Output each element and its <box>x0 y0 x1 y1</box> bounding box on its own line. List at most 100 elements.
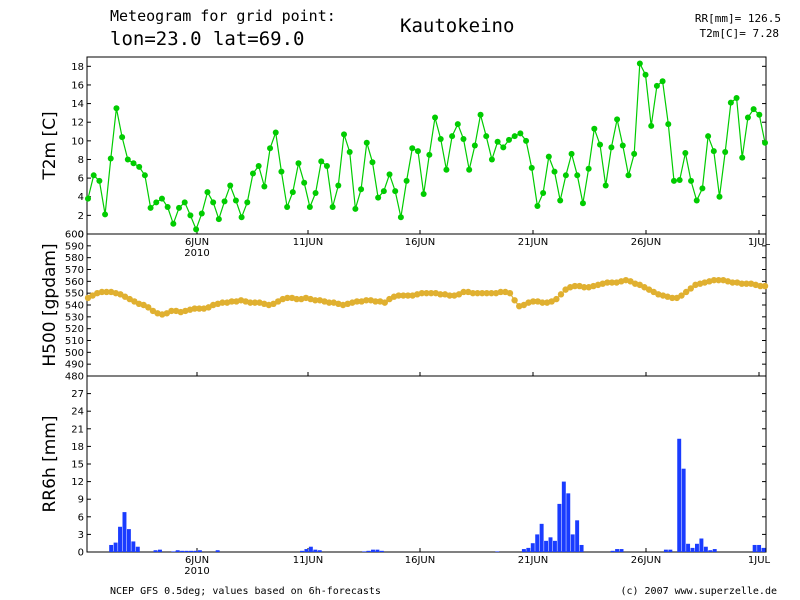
t2m-data-point <box>403 177 410 184</box>
h500-ytick-label: 510 <box>65 336 84 347</box>
h500-data-point <box>247 299 254 306</box>
t2m-data-point <box>477 111 484 118</box>
t2m-data-point <box>90 172 97 179</box>
rr6h-ylabel: RR6h [mm] <box>40 415 60 512</box>
t2m-data-point <box>312 190 319 197</box>
t2m-data-point <box>363 139 370 146</box>
t2m-data-point <box>648 122 655 129</box>
h500-data-point <box>363 297 370 304</box>
rr6h-bar <box>535 534 540 552</box>
t2m-ytick-label: 2 <box>78 211 84 222</box>
rr6h-bar <box>526 547 531 552</box>
t2m-data-point <box>733 94 740 101</box>
t2m-data-point <box>335 182 342 189</box>
h500-data-point <box>381 299 388 306</box>
t2m-data-point <box>483 133 490 140</box>
t2m-data-point <box>722 149 729 156</box>
rr6h-bar <box>690 547 695 552</box>
t2m-data-point <box>511 133 518 140</box>
t2m-data-point <box>96 177 103 184</box>
rr6h-bar <box>362 551 367 552</box>
t2m-data-point <box>164 203 171 210</box>
t2m-ytick-label: 18 <box>71 62 84 73</box>
rr6h-ytick-label: 27 <box>71 389 84 400</box>
h500-data-point <box>474 289 481 297</box>
h500-data-point <box>353 298 361 305</box>
t2m-data-point <box>227 182 234 189</box>
rr6h-bar <box>703 546 708 552</box>
t2m-data-point <box>517 130 524 137</box>
h500-data-point <box>446 292 453 299</box>
t2m-data-point <box>557 197 564 204</box>
t2m-data-point <box>329 203 336 210</box>
rr6h-bar <box>761 547 766 552</box>
rr6h-bar <box>712 549 717 552</box>
h500-data-point <box>669 294 676 302</box>
t2m-data-point <box>523 137 530 144</box>
t2m-data-point <box>705 133 712 140</box>
t2m-data-point <box>454 121 461 128</box>
rr6h-bar <box>193 550 198 552</box>
t2m-data-point <box>130 160 137 167</box>
rr6h-bar <box>681 468 686 552</box>
h500-data-point <box>687 285 695 292</box>
h500-data-point <box>418 289 426 297</box>
h500-data-point <box>506 289 514 297</box>
rr6h-bar <box>663 549 668 552</box>
rr6h-bar <box>694 543 699 552</box>
rr6h-ytick-label: 21 <box>71 424 84 435</box>
h500-data-point <box>145 304 152 311</box>
t2m-data-point <box>756 111 763 118</box>
t2m-data-point <box>306 203 313 210</box>
rr6h-bar <box>184 550 189 552</box>
t2m-data-point <box>85 195 91 202</box>
h500-data-point <box>571 282 579 290</box>
t2m-data-point <box>426 151 433 158</box>
rr6h-bar <box>557 503 562 552</box>
t2m-data-point <box>642 71 649 78</box>
t2m-data-point <box>392 188 399 195</box>
rr6h-bar <box>579 544 584 552</box>
h500-data-point <box>738 280 746 287</box>
h500-data-point <box>437 291 444 298</box>
t2m-ytick-label: 0 <box>78 230 84 241</box>
t2m-data-point <box>670 177 677 184</box>
rr6h-ytick-label: 24 <box>71 407 84 418</box>
rr6h-bar <box>304 549 309 552</box>
h500-ylabel: H500 [gpdam] <box>40 243 60 366</box>
rr6h-bar <box>552 540 557 552</box>
t2m-data-point <box>574 172 581 179</box>
t2m-data-point <box>198 210 205 217</box>
t2m-data-point <box>562 172 569 179</box>
t2m-data-point <box>494 138 501 145</box>
t2m-data-point <box>608 144 615 151</box>
rr6h-bar <box>757 544 762 552</box>
t2m-data-point <box>255 162 262 169</box>
h500-data-point <box>228 298 235 305</box>
t2m-data-point <box>102 211 109 218</box>
t2m-data-point <box>528 164 535 171</box>
t2m-xtick-label: 11JUN <box>293 237 323 248</box>
rr6h-bar <box>548 537 553 552</box>
t2m-data-point <box>488 156 495 163</box>
h500-data-point <box>293 295 300 303</box>
h500-data-point <box>98 288 106 296</box>
t2m-data-point <box>659 78 666 85</box>
rr6h-ytick-label: 3 <box>78 530 84 541</box>
t2m-data-point <box>176 204 183 211</box>
t2m-data-point <box>380 188 387 195</box>
h500-data-point <box>427 289 435 297</box>
t2m-data-point <box>505 136 512 143</box>
rr6h-bar <box>677 438 682 552</box>
rr6h-bar <box>668 549 673 552</box>
t2m-data-point <box>318 158 325 165</box>
rr6h-bar <box>570 534 575 552</box>
t2m-data-point <box>585 165 592 172</box>
header-line2: lon=23.0 lat=69.0 <box>110 28 304 50</box>
h500-ytick-label: 540 <box>65 301 84 312</box>
t2m-ytick-label: 14 <box>71 99 84 110</box>
t2m-mean-label: T2m[C]= 7.28 <box>700 27 779 40</box>
t2m-data-point <box>107 155 114 162</box>
rr6h-year-label: 2010 <box>184 566 209 577</box>
t2m-data-point <box>272 129 279 136</box>
